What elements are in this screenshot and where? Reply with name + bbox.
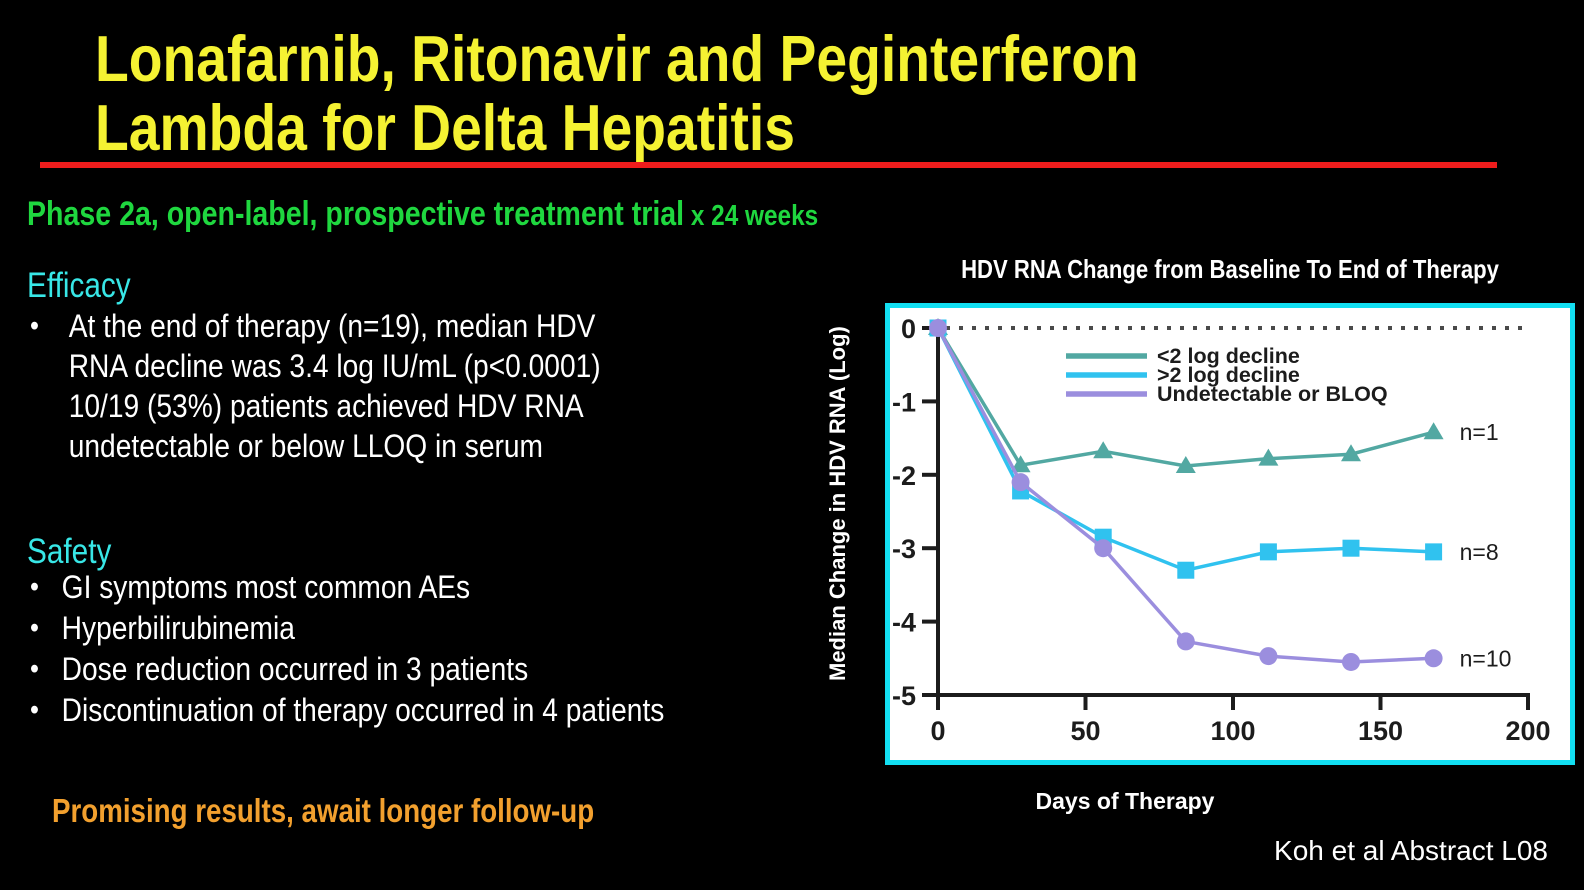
legend: <2 log decline>2 log declineUndetectable…	[1066, 344, 1388, 406]
efficacy-line: RNA decline was 3.4 log IU/mL (p<0.0001)	[68, 348, 601, 384]
title-underline-rule	[40, 162, 1497, 168]
triangle-marker	[1175, 455, 1196, 473]
page-title-line1: Lonafarnib, Ritonavir and Peginterferon	[95, 22, 1139, 95]
list-item: • GI symptoms most common AEs	[30, 567, 664, 608]
conclusion-text: Promising results, await longer follow-u…	[52, 792, 595, 829]
svg-text:100: 100	[1210, 716, 1255, 746]
svg-text:50: 50	[1070, 716, 1100, 746]
triangle-marker	[1258, 448, 1279, 466]
circle-marker	[1424, 649, 1443, 668]
svg-text:0: 0	[901, 314, 916, 344]
safety-item-text: Discontinuation of therapy occurred in 4…	[61, 692, 665, 728]
list-item: • Dose reduction occurred in 3 patients	[30, 649, 664, 690]
trial-subtitle-main: Phase 2a, open-label, prospective treatm…	[27, 195, 685, 233]
svg-text:150: 150	[1358, 716, 1403, 746]
circle-marker	[929, 319, 947, 337]
svg-text:0: 0	[930, 716, 945, 746]
chart-title: HDV RNA Change from Baseline To End of T…	[961, 254, 1499, 284]
efficacy-bullet: • At the end of therapy (n=19), median H…	[30, 306, 601, 466]
svg-text:-5: -5	[892, 681, 916, 711]
chart-x-axis-label: Days of Therapy	[1035, 788, 1215, 814]
bullet-icon: •	[30, 653, 39, 685]
triangle-marker	[1341, 444, 1361, 462]
square-marker	[1425, 543, 1443, 561]
triangle-marker	[1010, 455, 1031, 473]
triangle-marker	[1093, 441, 1114, 459]
chart-y-axis-label: Median Change in HDV RNA (Log)	[825, 326, 850, 682]
chart-canvas: 0 -1 -2 -3 -4 -5 0 50 100 150 200 <2 log decline>2 …	[892, 314, 1551, 746]
circle-marker	[1011, 473, 1030, 492]
bullet-icon: •	[30, 310, 39, 342]
svg-text:<2 log decline: <2 log decline	[1157, 344, 1300, 368]
trial-subtitle-duration: x 24 weeks	[684, 200, 819, 232]
bullet-icon: •	[30, 571, 39, 603]
list-item: • Discontinuation of therapy occurred in…	[30, 690, 664, 731]
safety-item-text: Hyperbilirubinemia	[61, 610, 295, 646]
circle-marker	[1176, 632, 1195, 651]
series-2: n=10	[929, 319, 1511, 671]
square-marker	[1259, 543, 1277, 561]
svg-text:Undetectable or BLOQ: Undetectable or BLOQ	[1157, 382, 1388, 406]
series-n-label: n=8	[1460, 539, 1499, 565]
svg-text:-2: -2	[892, 461, 916, 491]
page-title-line2: Lambda for Delta Hepatitis	[95, 91, 795, 164]
svg-text:-3: -3	[892, 534, 916, 564]
safety-list: • GI symptoms most common AEs • Hyperbil…	[30, 567, 664, 731]
efficacy-bullet-text: At the end of therapy (n=19), median HDV…	[69, 306, 601, 466]
trial-subtitle: Phase 2a, open-label, prospective treatm…	[27, 195, 818, 234]
triangle-marker	[1423, 422, 1444, 440]
hdv-rna-chart: 0 -1 -2 -3 -4 -5 0 50 100 150 200 <2 log decline >2 …	[885, 303, 1575, 765]
citation-text: Koh et al Abstract L08	[1274, 835, 1548, 866]
bullet-icon: •	[30, 694, 39, 726]
list-item: • Hyperbilirubinemia	[30, 608, 664, 649]
safety-item-text: Dose reduction occurred in 3 patients	[61, 651, 529, 687]
axes: 0 -1 -2 -3 -4 -5 0 50 100 150 200	[892, 314, 1551, 746]
svg-text:-4: -4	[892, 608, 916, 638]
svg-text:200: 200	[1505, 716, 1550, 746]
page-title: Lonafarnib, Ritonavir and Peginterferon …	[95, 24, 1139, 162]
safety-heading: Safety	[27, 532, 112, 571]
safety-item-text: GI symptoms most common AEs	[61, 569, 471, 605]
efficacy-line: At the end of therapy (n=19), median HDV	[68, 308, 596, 344]
series-n-label: n=1	[1460, 419, 1499, 445]
circle-marker	[1342, 652, 1360, 671]
efficacy-line: 10/19 (53%) patients achieved HDV RNA	[68, 388, 584, 424]
bullet-icon: •	[30, 612, 39, 644]
circle-marker	[1094, 539, 1113, 558]
square-marker	[1177, 561, 1195, 579]
efficacy-line: undetectable or below LLOQ in serum	[68, 428, 544, 464]
svg-text:-1: -1	[892, 387, 916, 417]
series-0: n=1	[928, 318, 1499, 473]
svg-text:>2 log decline: >2 log decline	[1157, 363, 1300, 387]
square-marker	[1342, 539, 1360, 557]
efficacy-heading: Efficacy	[27, 266, 131, 305]
circle-marker	[1259, 647, 1278, 666]
series-n-label: n=10	[1460, 645, 1512, 671]
